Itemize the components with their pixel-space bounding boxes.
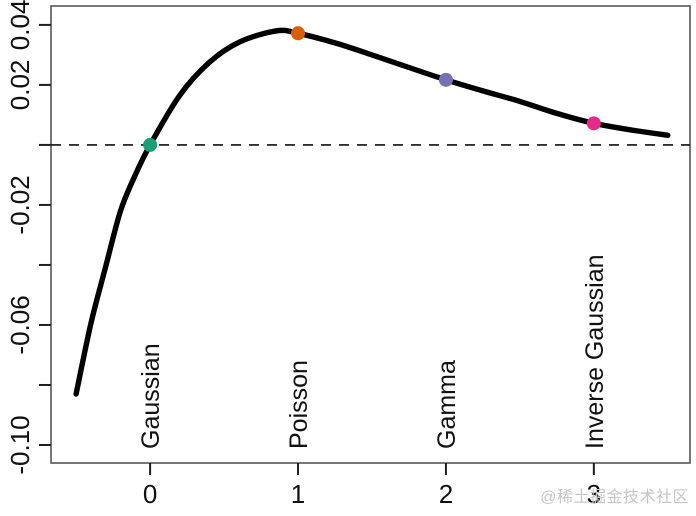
x-tick-label: 1 bbox=[291, 479, 305, 509]
y-tick-label: -0.10 bbox=[5, 415, 35, 474]
x-tick-label: 3 bbox=[587, 479, 601, 509]
y-tick-label: -0.06 bbox=[5, 295, 35, 354]
y-tick-label: 0.04 bbox=[5, 0, 35, 50]
distribution-point bbox=[438, 72, 453, 87]
distribution-label: Poisson bbox=[285, 360, 313, 449]
distribution-label: Gamma bbox=[433, 360, 461, 449]
plot-box bbox=[50, 5, 691, 464]
y-tick-label: 0.02 bbox=[5, 60, 35, 111]
x-tick-label: 0 bbox=[143, 479, 157, 509]
distribution-point bbox=[143, 137, 158, 152]
distribution-label: Inverse Gaussian bbox=[581, 254, 609, 449]
distribution-point bbox=[586, 116, 601, 131]
distribution-point bbox=[291, 26, 306, 41]
x-tick-label: 2 bbox=[439, 479, 453, 509]
distribution-label: Gaussian bbox=[137, 343, 165, 449]
y-tick-label: -0.02 bbox=[5, 175, 35, 234]
profile-curve bbox=[73, 27, 671, 397]
